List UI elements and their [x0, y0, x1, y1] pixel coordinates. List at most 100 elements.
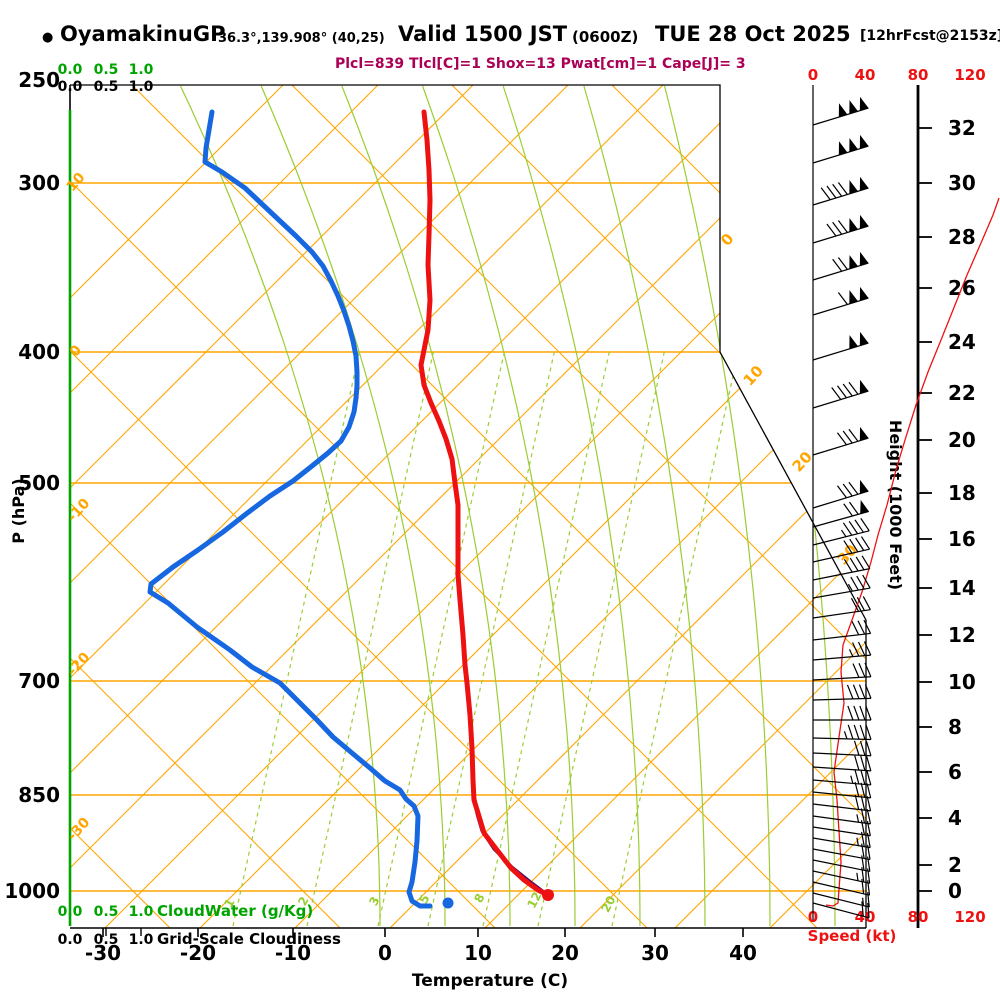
wind-barb	[812, 831, 871, 849]
wind-barb	[812, 596, 871, 619]
sounding-curves	[147, 109, 554, 909]
isotherm-line	[104, 85, 866, 928]
dewpoint-curve	[147, 109, 433, 909]
wind-barb	[812, 500, 870, 528]
wind-barb	[812, 214, 869, 244]
pressure-tick-label: 1000	[4, 879, 60, 903]
pressure-tick-label: 400	[18, 340, 60, 364]
background-grid	[70, 85, 866, 928]
mixing-ratio-label: 20	[598, 893, 618, 914]
isotherm-line	[294, 85, 866, 928]
dry-adiabat-line	[70, 85, 648, 928]
wind-barb	[812, 705, 872, 721]
mixing-ratio-label: 8	[471, 891, 487, 905]
cloudwater-axis-title: CloudWater (g/Kg)	[157, 902, 313, 920]
mixing-ratio-line	[482, 351, 610, 927]
height-axis-title: Height (1000 Feet)	[886, 420, 905, 590]
isotherm-line	[674, 85, 866, 928]
cloudwater-scale-bottom: 1.0	[129, 904, 154, 920]
height-tick-label: 0	[948, 879, 962, 903]
pressure-tick-label: 250	[18, 68, 60, 92]
isotherm-line	[484, 85, 866, 928]
moist-adiabat-line	[664, 85, 771, 927]
temperature-tick-label: 40	[729, 941, 757, 965]
station-coords: 36.3°,139.908° (40,25)	[218, 31, 385, 46]
temperature-axis-title: Temperature (C)	[412, 971, 568, 991]
wind-barb	[812, 855, 871, 873]
isotherm-line	[70, 85, 474, 928]
valid-date: TUE 28 Oct 2025	[655, 22, 851, 46]
pressure-tick-label: 500	[18, 471, 60, 495]
dry-adiabat-line	[291, 85, 866, 928]
isotherm-line	[579, 85, 866, 928]
height-tick-label: 20	[948, 428, 976, 452]
station-bullet-icon: ●	[42, 30, 54, 45]
moist-adiabat-line	[422, 85, 576, 927]
wind-barb	[812, 479, 869, 509]
dry-adiabat-line	[70, 85, 496, 928]
height-tick-label: 4	[948, 806, 962, 830]
cloudiness-axis-title: Grid-Scale Cloudiness	[157, 930, 341, 948]
valid-time: Valid 1500 JST	[398, 22, 568, 46]
wind-barb	[812, 251, 869, 281]
wind-barb	[812, 379, 869, 409]
dry-adiabat-line	[611, 85, 866, 928]
surface-dewpoint-dot	[442, 897, 454, 909]
isotherm-line	[70, 85, 284, 928]
cloudwater-scale-top: 0.5	[94, 62, 119, 78]
isotherm-line	[389, 85, 866, 928]
wind-barb	[812, 331, 869, 361]
height-tick-label: 10	[948, 670, 976, 694]
wind-barb	[812, 286, 869, 316]
stability-indices: Plcl=839 Tlcl[C]=1 Shox=13 Pwat[cm]=1 Ca…	[335, 56, 746, 72]
valid-zulu: (0600Z)	[572, 28, 639, 46]
cloudiness-scale-bottom: 0.5	[94, 932, 119, 948]
wind-barb	[812, 536, 871, 563]
wind-barb	[812, 134, 869, 164]
wind-barb	[812, 574, 871, 599]
wind-barb	[812, 808, 872, 825]
isotherm-label-right: 10	[740, 362, 767, 390]
cloudiness-scale-bottom: 0.0	[58, 932, 83, 948]
mixing-ratio-label: 12	[524, 889, 544, 910]
cloudiness-scale-top: 0.0	[58, 79, 83, 95]
isotherm-label-left: 10	[64, 170, 89, 195]
isotherm-line	[199, 85, 866, 928]
wind-barb	[812, 518, 870, 546]
wind-barb	[812, 96, 869, 126]
isotherm-line	[864, 85, 866, 928]
cloudiness-scale-top: 0.5	[94, 79, 119, 95]
wind-barb	[812, 794, 872, 812]
dry-adiabat-line	[70, 85, 341, 928]
moist-adiabat-line	[341, 85, 511, 927]
height-tick-label: 2	[948, 853, 962, 877]
height-tick-label: 8	[948, 715, 962, 739]
isotherm-line	[70, 85, 379, 928]
plot-border	[68, 84, 867, 929]
station-name: OyamakinuGP	[60, 22, 226, 46]
wind-speed-curve	[825, 197, 1000, 907]
height-tick-label: 28	[948, 225, 976, 249]
parcel-path-curve	[473, 798, 549, 897]
wind-barb	[812, 740, 872, 757]
wind-barbs	[812, 85, 872, 920]
wind-barb	[812, 769, 872, 786]
wind-barb	[812, 755, 872, 772]
temperature-tick-label: 0	[378, 941, 392, 965]
wind-barb	[812, 684, 872, 701]
dry-adiabat-line	[131, 85, 866, 928]
cloudiness-scale-bottom: 1.0	[129, 932, 154, 948]
speed-tick-label-top: 120	[954, 66, 985, 84]
mixing-ratio-line	[427, 351, 555, 927]
temperature-curve	[418, 109, 551, 898]
speed-tick-label-top: 80	[908, 66, 929, 84]
height-tick-label: 16	[948, 527, 976, 551]
isotherm-label-right: 20	[789, 448, 816, 476]
cloudwater-scale-top: 0.0	[58, 62, 83, 78]
surface-temperature-dot	[542, 889, 554, 901]
dry-adiabat-line	[451, 85, 866, 928]
cloudiness-scale-top: 1.0	[129, 79, 154, 95]
height-tick-label: 32	[948, 116, 976, 140]
